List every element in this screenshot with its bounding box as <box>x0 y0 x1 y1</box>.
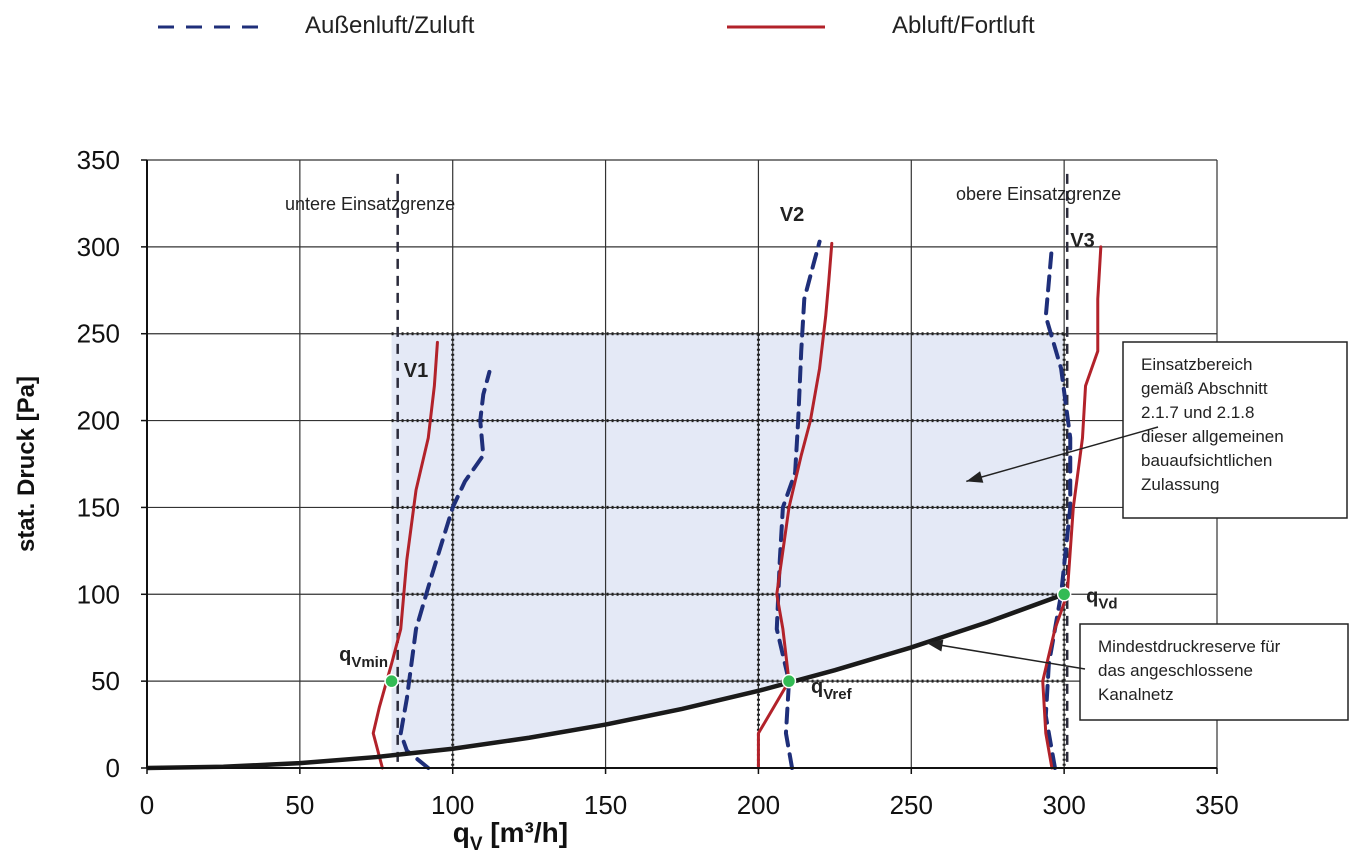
lower-limit-label: untere Einsatzgrenze <box>285 194 455 214</box>
x-axis-title: qV [m³/h] <box>453 817 568 850</box>
labels: V1 V2 V3 <box>404 204 1095 382</box>
limit-lines: untere Einsatzgrenze obere Einsatzgrenze <box>285 173 1121 768</box>
point-vref-label: qVref <box>811 676 853 703</box>
annotation-box-2 <box>1079 623 1349 721</box>
operating-region <box>391 333 1065 758</box>
x-axis-title-sub: V <box>470 834 483 850</box>
annotation-arrowhead-1 <box>966 471 984 483</box>
grid <box>147 159 1218 768</box>
y-tick-label: 200 <box>77 406 120 436</box>
point-vd-label: qVd <box>1086 585 1117 612</box>
annotation-arrowhead-2 <box>926 639 944 652</box>
point-label-sub: Vd <box>1098 595 1117 612</box>
annotation-arrow-2 <box>926 642 1086 670</box>
annotation-line: Einsatzbereich <box>1141 355 1253 374</box>
annotation-line: 2.1.7 und 2.1.8 <box>1141 403 1254 422</box>
annotation-line: Zulassung <box>1141 475 1219 494</box>
y-tick-label: 300 <box>77 232 120 262</box>
x-axis-title-unit: [m³/h] <box>483 817 569 848</box>
series-v1-zuluft <box>398 369 492 770</box>
legend-label-1: Außenluft/Zuluft <box>305 12 475 39</box>
y-tick-label: 100 <box>77 579 120 609</box>
upper-limit-label: obere Einsatzgrenze <box>956 184 1121 204</box>
annotations: Einsatzbereich gemäß Abschnitt 2.1.7 und 2… <box>926 341 1349 721</box>
y-tick-label: 50 <box>91 666 120 696</box>
legend-label-2: Abluft/Fortluft <box>892 12 1035 39</box>
annotation-arrow-1 <box>966 426 1159 483</box>
x-tick-label: 150 <box>584 790 627 820</box>
annotation-line: Kanalnetz <box>1098 685 1174 704</box>
point-vd-marker <box>1056 587 1072 602</box>
series-v3-abluft <box>1041 245 1103 770</box>
curve-label-v2: V2 <box>780 204 804 226</box>
legend: Außenluft/Zuluft Abluft/Fortluft <box>158 12 1035 39</box>
x-tick-label: 200 <box>737 790 780 820</box>
y-tick-label: 0 <box>106 753 120 783</box>
annotation-box-1 <box>1122 341 1348 519</box>
series-v2-abluft <box>756 241 834 770</box>
y-axis-title: stat. Druck [Pa] <box>13 376 40 552</box>
point-label-sub: Vref <box>823 686 852 703</box>
system-curve-line <box>146 592 1065 771</box>
curve-label-v1: V1 <box>404 360 428 382</box>
annotation-text-2: Mindestdruckreserve für das angeschlossen… <box>1098 637 1281 704</box>
point-vmin-marker <box>384 673 399 689</box>
y-tick-label: 150 <box>77 492 120 522</box>
system-curve <box>146 592 1065 771</box>
x-tick-label: 100 <box>431 790 474 820</box>
point-vmin-label: qVmin <box>339 644 388 671</box>
series-lines <box>371 239 1103 770</box>
x-axis-title-main: q <box>453 817 470 848</box>
point-label-main: q <box>339 644 351 666</box>
series-v2-zuluft <box>774 239 822 770</box>
series-v1-abluft <box>371 340 439 770</box>
x-tick-label: 0 <box>140 790 154 820</box>
x-tick-label: 300 <box>1042 790 1085 820</box>
annotation-line: Mindestdruckreserve für <box>1098 637 1281 656</box>
point-label-main: q <box>811 676 823 698</box>
x-tick-label: 50 <box>285 790 314 820</box>
series-v3-zuluft <box>1043 244 1073 770</box>
point-vref-marker <box>781 673 797 689</box>
y-tick-label: 350 <box>77 145 120 175</box>
curve-label-v3: V3 <box>1070 230 1094 252</box>
annotation-text-1: Einsatzbereich gemäß Abschnitt 2.1.7 und 2… <box>1141 355 1284 494</box>
point-label-main: q <box>1086 585 1098 607</box>
annotation-line: bauaufsichtlichen <box>1141 451 1272 470</box>
point-label-sub: Vmin <box>351 654 388 671</box>
annotation-line: dieser allgemeinen <box>1141 427 1284 446</box>
axes: 0 50 100 150 200 250 300 350 0 50 100 150 200 250 300 3… <box>13 145 1239 850</box>
x-tick-label: 350 <box>1195 790 1238 820</box>
annotation-line: das angeschlossene <box>1098 661 1253 680</box>
annotation-line: gemäß Abschnitt <box>1141 379 1268 398</box>
operating-region-fill <box>391 333 1065 758</box>
x-tick-label: 250 <box>890 790 933 820</box>
y-tick-label: 250 <box>77 319 120 349</box>
